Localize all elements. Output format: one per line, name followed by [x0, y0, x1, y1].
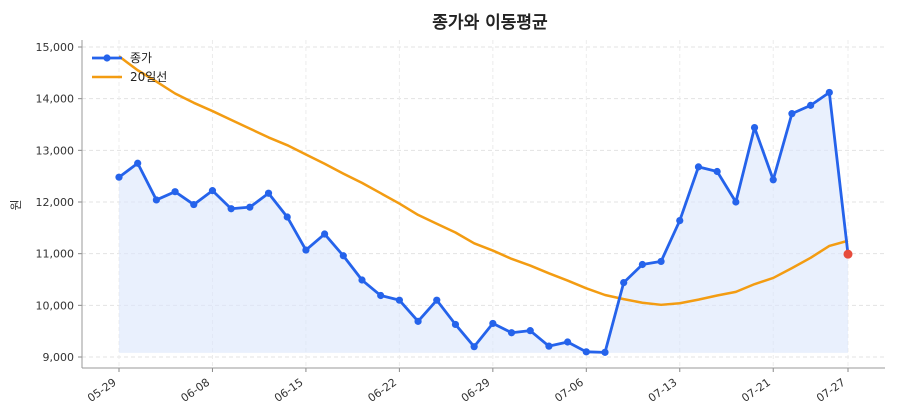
close-point — [526, 327, 534, 335]
ma20-series — [118, 55, 849, 307]
close-point — [451, 320, 460, 329]
legend-ma-label: 20일선 — [130, 70, 167, 84]
close-point — [769, 176, 777, 184]
close-point — [601, 348, 609, 356]
y-tick-label: 12,000 — [36, 196, 75, 209]
close-point — [638, 260, 646, 269]
y-axis-label: 원 — [9, 199, 23, 210]
close-point — [395, 296, 403, 304]
close-series — [115, 88, 853, 356]
close-point — [507, 329, 516, 337]
x-tick-label: 06-08 — [179, 376, 213, 405]
y-tick-label: 9,000 — [43, 351, 75, 364]
close-point — [358, 276, 366, 284]
close-point — [732, 198, 740, 206]
close-point — [825, 88, 833, 97]
close-point — [339, 252, 347, 260]
close-point — [171, 188, 179, 196]
close-point — [750, 124, 759, 132]
legend: 종가 20일선 — [92, 51, 167, 84]
y-tick-label: 13,000 — [36, 144, 75, 157]
close-point — [620, 279, 628, 287]
y-tick-label: 14,000 — [36, 93, 75, 106]
close-point — [489, 319, 497, 328]
close-point — [564, 338, 572, 346]
close-point — [470, 343, 478, 351]
close-point — [134, 159, 142, 167]
close-point — [657, 257, 665, 266]
x-tick-label: 06-15 — [272, 376, 306, 405]
close-point — [713, 167, 721, 176]
close-point — [694, 163, 703, 171]
close-point — [302, 246, 310, 254]
close-area-fill — [119, 92, 848, 353]
close-point — [788, 110, 796, 118]
x-tick-label: 07-06 — [552, 376, 586, 405]
legend-close-label: 종가 — [130, 51, 152, 65]
x-tick-label: 06-29 — [459, 376, 493, 405]
close-point — [377, 291, 385, 300]
y-tick-label: 10,000 — [36, 299, 75, 312]
close-point — [264, 189, 273, 197]
legend-close-marker — [103, 54, 111, 62]
close-point — [414, 317, 422, 325]
close-point — [227, 205, 235, 213]
close-line — [118, 91, 850, 354]
last-close-point — [843, 249, 853, 259]
close-point — [807, 101, 815, 109]
close-point — [208, 187, 217, 195]
x-tick-label: 07-21 — [739, 376, 773, 405]
close-point — [246, 203, 254, 211]
close-point — [582, 348, 590, 356]
x-tick-label: 07-27 — [814, 376, 848, 405]
x-tick-label: 06-22 — [365, 376, 399, 405]
close-point — [545, 342, 553, 350]
ma20-line — [118, 55, 849, 307]
close-point — [433, 296, 441, 304]
close-area — [119, 92, 848, 353]
chart-title: 종가와 이동평균 — [432, 13, 548, 33]
x-tick-label: 07-13 — [646, 376, 680, 405]
x-tick-label: 05-29 — [85, 376, 119, 405]
y-tick-label: 11,000 — [36, 248, 75, 261]
close-point — [152, 196, 160, 204]
close-point — [321, 230, 329, 238]
close-point — [115, 173, 123, 181]
close-point — [676, 217, 684, 225]
close-point — [283, 213, 291, 221]
y-tick-label: 15,000 — [36, 41, 75, 54]
close-point — [190, 200, 198, 209]
